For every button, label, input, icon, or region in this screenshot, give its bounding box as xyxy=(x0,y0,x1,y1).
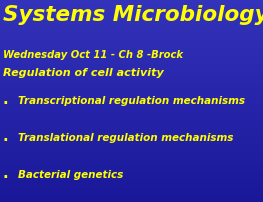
Text: Systems Microbiology: Systems Microbiology xyxy=(3,5,263,25)
Text: Transcriptional regulation mechanisms: Transcriptional regulation mechanisms xyxy=(18,96,245,106)
Text: ·: · xyxy=(3,132,8,147)
Text: Translational regulation mechanisms: Translational regulation mechanisms xyxy=(18,132,234,142)
Text: ·: · xyxy=(3,96,8,111)
Text: Regulation of cell activity: Regulation of cell activity xyxy=(3,68,163,78)
Text: Wednesday Oct 11 - Ch 8 -Brock: Wednesday Oct 11 - Ch 8 -Brock xyxy=(3,49,183,59)
Text: ·: · xyxy=(3,169,8,184)
Text: Bacterial genetics: Bacterial genetics xyxy=(18,169,124,179)
